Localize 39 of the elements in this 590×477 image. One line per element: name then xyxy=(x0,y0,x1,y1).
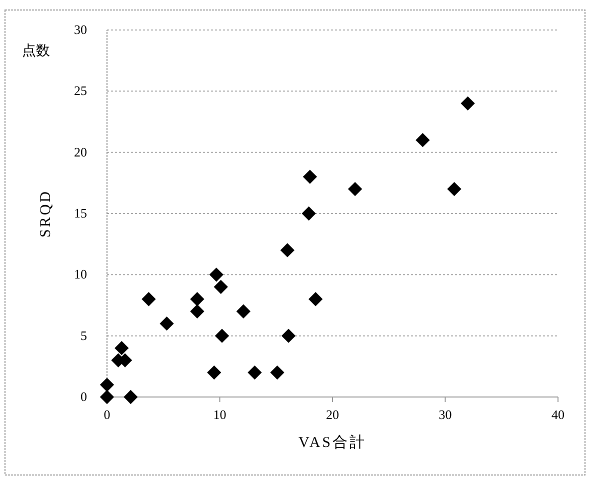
point xyxy=(124,390,138,404)
point xyxy=(302,206,316,221)
point xyxy=(214,328,230,343)
point xyxy=(302,170,318,184)
point xyxy=(280,243,294,258)
point xyxy=(142,292,156,306)
point xyxy=(214,280,228,294)
point xyxy=(348,182,362,196)
text: 点数 xyxy=(22,43,50,59)
point xyxy=(114,340,129,356)
y-tick-label: 0 xyxy=(80,389,87,404)
point xyxy=(160,316,174,331)
y-axis-title: SRQD xyxy=(38,189,54,238)
point xyxy=(209,268,224,282)
point xyxy=(236,304,250,318)
point xyxy=(100,390,114,404)
point xyxy=(190,304,204,318)
y-tick-label: 15 xyxy=(74,206,87,220)
x-axis-title: VAS合計 xyxy=(298,434,367,451)
point xyxy=(248,365,262,380)
point xyxy=(460,96,475,110)
point xyxy=(207,365,222,380)
point xyxy=(308,292,323,306)
x-tick-label: 0 xyxy=(104,407,110,422)
x-tick-label: 10 xyxy=(213,407,226,422)
y-tick-label: 10 xyxy=(74,266,87,282)
point xyxy=(270,365,284,380)
point xyxy=(100,378,114,392)
point xyxy=(281,328,296,343)
y-tick-label: 20 xyxy=(74,144,87,160)
y-tick-label: 5 xyxy=(80,328,87,343)
point xyxy=(416,133,430,148)
y-tick-label: 30 xyxy=(74,22,87,37)
y-tick-label: 25 xyxy=(74,83,87,98)
x-tick-label: 30 xyxy=(438,407,452,422)
x-tick-label: 40 xyxy=(552,407,564,422)
x-tick-label: 20 xyxy=(326,407,339,422)
point xyxy=(447,182,462,196)
point xyxy=(190,292,204,306)
